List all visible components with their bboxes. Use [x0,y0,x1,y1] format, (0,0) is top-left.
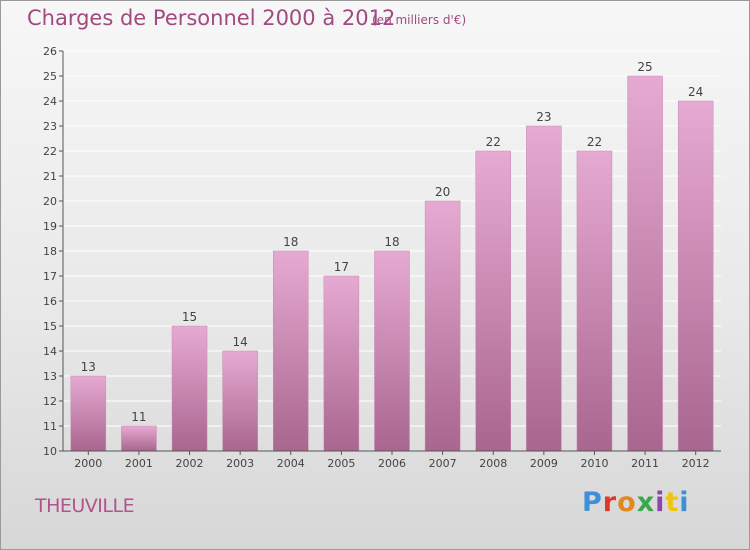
x-tick-label-2008: 2008 [479,457,507,470]
logo-letter: P [582,487,603,518]
bar-2007 [424,200,461,452]
logo-letter: t [665,487,680,518]
logo-letter: o [617,487,637,518]
x-tick-label-2010: 2010 [580,457,608,470]
chart-title: Charges de Personnel 2000 à 2012 [27,6,396,30]
chart-subtitle: (en milliers d'€) [372,13,467,27]
bar-2011 [627,75,663,452]
x-tick-label-2001: 2001 [125,457,153,470]
y-tick-label: 25 [43,70,57,83]
bar-2008 [475,150,511,452]
data-label-2008: 22 [486,135,501,149]
data-label-2001: 11 [131,410,146,424]
logo-letter: r [602,487,618,518]
y-tick-label: 24 [43,95,57,108]
bars [70,75,714,452]
logo-letter: x [636,487,656,518]
x-tick-label-2005: 2005 [327,457,355,470]
proxiti-logo: Proxiti [582,487,690,518]
y-tick-label: 14 [43,345,57,358]
bar-2002 [171,325,208,452]
bar-2009 [526,125,562,452]
bar-2010 [576,150,613,452]
y-tick-label: 12 [43,395,57,408]
x-tick-label-2007: 2007 [429,457,457,470]
bar-2003 [222,350,258,452]
data-label-2009: 23 [536,110,551,124]
y-tick-label: 19 [43,220,57,233]
y-tick-label: 18 [43,245,57,258]
axes [59,50,721,455]
labels: 10 11 12 13 14 15 16 17 18 19 20 21 22 23 24 25 26 13 2000… [43,45,710,470]
data-label-2003: 14 [233,335,248,349]
commune-name: THEUVILLE [35,495,135,517]
y-tick-label: 21 [43,170,57,183]
bar-2012 [677,100,714,452]
x-tick-label-2000: 2000 [74,457,102,470]
y-tick-label: 11 [43,420,57,433]
y-tick-label: 10 [43,445,57,458]
y-tick-label: 20 [43,195,57,208]
y-tick-label: 26 [43,45,57,58]
y-tick-label: 13 [43,370,57,383]
x-tick-label-2009: 2009 [530,457,558,470]
y-tick-label: 23 [43,120,57,133]
y-tick-label: 16 [43,295,57,308]
y-tick-label: 17 [43,270,57,283]
bar-2005 [323,275,360,452]
bar-2004 [273,250,309,452]
data-label-2002: 15 [182,310,197,324]
x-tick-label-2002: 2002 [176,457,204,470]
data-label-2005: 17 [334,260,349,274]
data-label-2012: 24 [688,85,703,99]
x-tick-label-2011: 2011 [631,457,659,470]
data-label-2004: 18 [283,235,298,249]
data-label-2006: 18 [384,235,399,249]
x-tick-label-2003: 2003 [226,457,254,470]
bar-2006 [374,250,410,452]
data-label-2000: 13 [81,360,96,374]
data-label-2010: 22 [587,135,602,149]
x-tick-label-2004: 2004 [277,457,305,470]
data-label-2007: 20 [435,185,450,199]
bar-2000 [70,375,107,452]
y-tick-label: 22 [43,145,57,158]
y-tick-label: 15 [43,320,57,333]
logo-letter: i [655,487,666,518]
x-tick-label-2012: 2012 [682,457,710,470]
logo-letter: i [679,487,690,518]
bar-2001 [121,425,157,452]
x-tick-label-2006: 2006 [378,457,406,470]
data-label-2011: 25 [637,60,652,74]
